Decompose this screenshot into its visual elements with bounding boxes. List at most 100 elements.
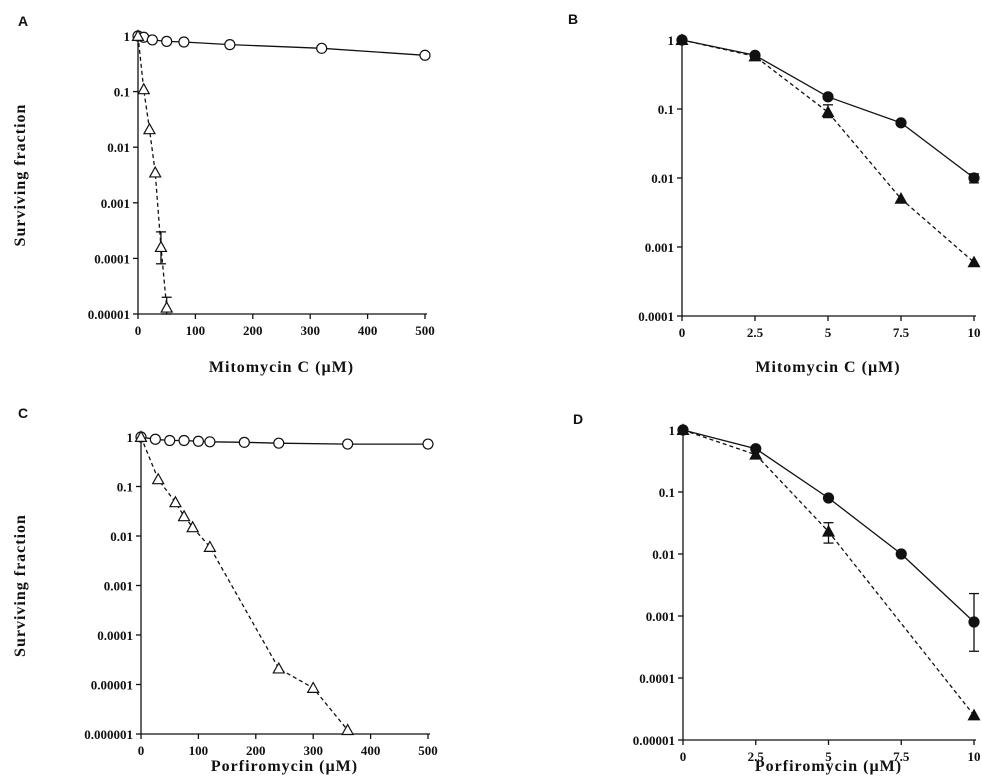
chart-panel-c: C 1 0.1 0.01 0.001 0.0001 0.00001 0.000001 0 100 2… — [12, 405, 438, 775]
data-point — [149, 433, 161, 445]
x-axis-title: Porfiromycin (µM) — [211, 758, 358, 775]
series-line-2 — [137, 35, 168, 308]
x-tick-label: 0 — [680, 749, 687, 764]
x-tick-label: 7.5 — [893, 325, 910, 340]
x-axis-title: Porfiromycin (µM) — [755, 758, 902, 775]
x-tick-label: 0 — [138, 743, 145, 758]
data-point — [895, 117, 907, 129]
x-axis-title: Mitomycin C (µM) — [209, 359, 354, 376]
y-tick-label: 0.000001 — [84, 727, 133, 742]
data-point — [164, 434, 176, 447]
data-point — [895, 548, 907, 560]
data-point — [821, 524, 836, 537]
data-point — [422, 438, 434, 450]
chart-panel-d: D 1 0.1 0.01 0.001 0.0001 0.00001 0 2.5 5 7.5 10 Por… — [573, 411, 981, 775]
x-tick-label: 7.5 — [893, 749, 910, 764]
series-line-2 — [681, 39, 975, 263]
data-point — [192, 435, 204, 447]
x-tick-label: 10 — [968, 749, 981, 764]
data-point — [822, 492, 835, 504]
data-point — [967, 255, 981, 268]
y-tick-label: 0.001 — [104, 579, 133, 594]
y-tick-label: 0.1 — [117, 480, 133, 495]
data-point — [419, 49, 431, 61]
x-tick-label: 5 — [825, 749, 832, 764]
data-point — [177, 509, 191, 522]
x-tick-label: 300 — [300, 323, 320, 338]
x-tick-label: 200 — [243, 323, 263, 338]
data-point — [968, 172, 980, 184]
x-tick-label: 100 — [189, 743, 209, 758]
x-tick-label: 0 — [135, 323, 142, 338]
series-line-2 — [682, 429, 975, 716]
y-tick-label: 0.01 — [107, 140, 130, 155]
data-point — [148, 165, 162, 178]
x-tick-label: 5 — [825, 325, 832, 340]
data-point — [968, 616, 980, 628]
y-tick-label: 0.01 — [110, 529, 133, 544]
x-axis-title: Mitomycin C (µM) — [755, 359, 900, 376]
chart-panel-a: A 1 0.1 0.01 0.001 0.0001 0.00001 0 100 200 300 400… — [12, 13, 435, 376]
panel-label: A — [18, 13, 28, 29]
data-point — [272, 661, 286, 674]
y-tick-label: 0.0001 — [94, 251, 130, 266]
data-point — [316, 42, 328, 54]
data-point — [273, 437, 285, 449]
data-point — [822, 91, 834, 103]
y-axis-title: Surviving fraction — [12, 514, 29, 657]
data-point — [161, 35, 173, 47]
data-point — [204, 436, 216, 448]
data-point — [748, 49, 762, 62]
data-point — [142, 122, 156, 135]
series-line-2 — [140, 436, 349, 731]
data-point — [238, 436, 250, 448]
y-tick-label: 0.001 — [646, 609, 675, 624]
y-tick-label: 0.0001 — [638, 309, 674, 324]
panel-label: B — [568, 11, 578, 27]
y-tick-label: 1 — [669, 423, 676, 438]
data-point — [749, 447, 763, 460]
x-tick-label: 400 — [361, 743, 381, 758]
data-point — [160, 300, 174, 313]
x-tick-label: 300 — [303, 743, 323, 758]
data-point — [675, 33, 689, 45]
series-line-1 — [140, 436, 428, 445]
data-point — [341, 723, 355, 736]
data-point — [151, 472, 165, 485]
panel-label: C — [18, 405, 28, 421]
data-point — [967, 708, 981, 721]
data-point — [178, 36, 190, 48]
panel-label: D — [573, 411, 583, 427]
data-point — [168, 495, 182, 508]
y-tick-label: 0.001 — [101, 196, 130, 211]
data-point — [131, 29, 145, 41]
y-tick-label: 1 — [124, 29, 131, 44]
x-tick-label: 100 — [186, 323, 206, 338]
x-tick-label: 500 — [415, 323, 435, 338]
y-tick-label: 0.0001 — [639, 671, 675, 686]
data-point — [676, 423, 690, 435]
data-point — [224, 39, 236, 51]
y-tick-label: 0.00001 — [91, 678, 133, 693]
x-tick-label: 500 — [418, 743, 438, 758]
y-tick-label: 0.1 — [659, 485, 675, 500]
chart-panel-b: B 1 0.1 0.01 0.001 0.0001 0 2.5 5 7.5 10 Mitomycin … — [568, 11, 981, 376]
x-tick-label: 400 — [358, 323, 378, 338]
x-tick-label: 10 — [968, 325, 981, 340]
y-axis-title: Surviving fraction — [12, 104, 29, 247]
y-tick-label: 0.1 — [658, 102, 674, 117]
y-tick-label: 1 — [668, 33, 675, 48]
x-tick-label: 200 — [246, 743, 266, 758]
y-tick-label: 0.00001 — [633, 733, 675, 748]
data-point — [137, 82, 151, 95]
data-point — [894, 192, 908, 204]
x-tick-label: 2.5 — [747, 325, 764, 340]
data-point — [342, 438, 354, 450]
y-tick-label: 0.001 — [645, 240, 674, 255]
y-tick-label: 0.01 — [651, 171, 674, 186]
data-point — [306, 681, 320, 693]
data-point — [186, 520, 200, 533]
data-point — [154, 240, 168, 253]
x-tick-label: 0 — [679, 325, 686, 340]
